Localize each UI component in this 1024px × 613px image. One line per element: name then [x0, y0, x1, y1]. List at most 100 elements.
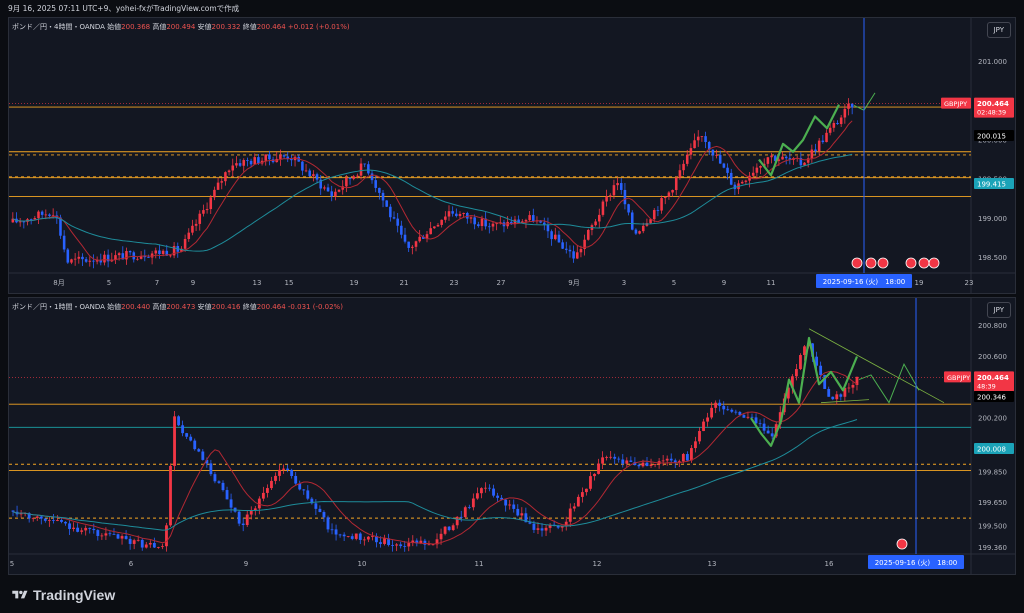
candle-body — [322, 512, 326, 518]
candle-body — [185, 433, 189, 437]
candle-body — [84, 527, 88, 531]
candle-body — [427, 544, 431, 546]
candle-body — [803, 162, 806, 166]
candle-body — [387, 538, 390, 545]
candle-body — [435, 539, 439, 545]
candle-body — [693, 140, 696, 149]
candle-body — [304, 170, 308, 172]
candle-body — [389, 206, 392, 218]
candle-body — [605, 196, 608, 202]
candle-body — [458, 213, 462, 217]
date-tag — [816, 274, 912, 288]
candle-body — [48, 214, 51, 216]
candle-body — [314, 503, 318, 509]
candle-body — [245, 514, 249, 526]
price-tag-ma-long-value: 200.008 — [977, 446, 1006, 454]
candle-body — [241, 523, 245, 526]
candle-body — [224, 172, 227, 182]
candle-body — [836, 123, 839, 125]
open-label: 始値 — [107, 23, 122, 31]
candle-body — [759, 166, 762, 168]
candle-body — [154, 250, 158, 254]
candle-body — [128, 251, 132, 253]
candle-body — [31, 517, 35, 519]
candle-body — [391, 544, 395, 546]
candle-body — [661, 460, 665, 462]
low-value: 200.332 — [211, 23, 241, 31]
candle-body — [330, 191, 333, 197]
candle-body — [821, 140, 825, 143]
candle-body — [379, 542, 382, 544]
candle-body — [366, 536, 370, 540]
legend-1h: ポンド／円・1時間・OANDA 始値200.440 高値200.473 安値20… — [12, 302, 343, 312]
candle-body — [546, 224, 550, 232]
candle-body — [165, 250, 169, 256]
candle-body — [649, 219, 652, 224]
candle-body — [589, 476, 592, 489]
candle-body — [103, 254, 106, 263]
close-value: 200.464 — [256, 303, 286, 311]
candle-body — [678, 170, 682, 178]
candle-body — [183, 238, 187, 249]
x-tick-label: 23 — [965, 279, 974, 287]
candle-body — [625, 460, 629, 464]
candle-body — [630, 212, 634, 230]
candle-body — [484, 218, 487, 227]
candle-body — [459, 516, 463, 518]
candle-body — [496, 495, 500, 498]
candle-body — [843, 108, 847, 118]
candle-body — [253, 508, 257, 511]
candle-body — [638, 231, 641, 234]
candle-body — [575, 252, 579, 259]
candle-body — [221, 482, 225, 491]
candle-body — [348, 177, 352, 179]
candle-body — [290, 158, 293, 161]
candle-body — [261, 492, 265, 499]
date-tag-label: 2025-09-16 (火) 18:00 — [823, 278, 906, 286]
candle-body — [613, 456, 617, 459]
candle-body — [443, 526, 447, 534]
open-label: 始値 — [107, 303, 122, 311]
candle-body — [19, 513, 23, 515]
chart-4h-svg[interactable]: 201.000200.500200.000199.500199.000198.5… — [9, 18, 1015, 293]
candle-body — [810, 149, 814, 159]
candle-body — [40, 211, 44, 215]
candle-body — [213, 189, 216, 198]
candle-body — [88, 527, 92, 529]
candle-body — [121, 253, 125, 260]
x-tick-label: 23 — [450, 279, 459, 287]
chart-1h-svg[interactable]: 200.800200.600200.400200.200200.000199.8… — [9, 298, 1015, 574]
candle-body — [403, 234, 407, 242]
chart-panel-1h[interactable]: 200.800200.600200.400200.200200.000199.8… — [8, 297, 1016, 575]
x-tick-label: 3 — [622, 279, 626, 287]
candle-body — [66, 249, 70, 263]
y-tick-label: 201.000 — [978, 58, 1007, 66]
currency-button[interactable]: JPY — [986, 22, 1011, 38]
candle-body — [422, 236, 425, 239]
candle-body — [18, 221, 22, 223]
candle-body — [601, 457, 604, 464]
candle-body — [64, 521, 67, 524]
x-tick-label: 5 — [107, 279, 111, 287]
candle-body — [623, 189, 627, 205]
candle-body — [315, 174, 319, 180]
symbol-tag — [941, 97, 971, 109]
candle-body — [677, 461, 681, 463]
candle-body — [556, 525, 560, 528]
y-tick-label: 199.650 — [978, 499, 1007, 507]
candle-body — [619, 183, 623, 190]
price-tag-ma-long — [974, 178, 1014, 189]
candle-body — [564, 248, 568, 250]
candle-body — [278, 469, 281, 476]
candle-body — [396, 218, 399, 226]
candle-body — [59, 217, 62, 236]
chart-panel-4h[interactable]: 201.000200.500200.000199.500199.000198.5… — [8, 17, 1016, 294]
x-tick-label: 11 — [475, 560, 484, 568]
date-tag — [868, 555, 964, 569]
close-label: 終値 — [242, 303, 257, 311]
candle-body — [781, 156, 784, 160]
candle-body — [282, 155, 286, 157]
candle-body — [722, 405, 726, 410]
currency-button[interactable]: JPY — [986, 302, 1011, 318]
open-value: 200.368 — [121, 23, 151, 31]
